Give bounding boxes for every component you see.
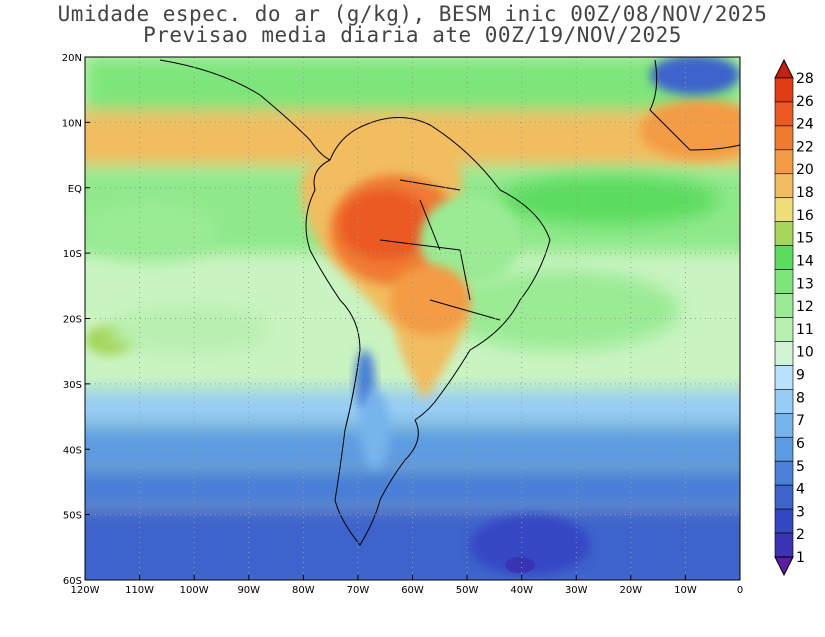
colorbar-label: 16	[796, 208, 814, 224]
colorbar-label: 7	[796, 413, 805, 429]
colorbar-label: 15	[796, 231, 814, 247]
colorbar-segment	[774, 125, 794, 151]
lon-label: 30W	[565, 585, 588, 596]
colorbar-label: 3	[796, 504, 805, 520]
colorbar-label: 6	[796, 436, 805, 452]
colorbar-label: 22	[796, 139, 814, 155]
colorbar-segment	[774, 149, 794, 175]
colorbar-segment	[774, 460, 794, 486]
colorbar-segment	[774, 173, 794, 199]
coastlines	[159, 59, 740, 546]
lon-label: 100W	[180, 585, 209, 596]
title-line-2: Previsao media diaria ate 00Z/19/NOV/202…	[143, 23, 682, 47]
colorbar-label: 20	[796, 162, 814, 178]
colorbar-label: 9	[796, 368, 805, 384]
lon-label: 0	[737, 585, 743, 596]
lat-label: 50S	[63, 511, 82, 522]
colorbar-label: 11	[796, 322, 814, 338]
lat-label: 10N	[62, 118, 82, 129]
colorbar-label: 8	[796, 390, 805, 406]
lat-label: 20N	[62, 53, 82, 64]
lon-label: 90W	[237, 585, 260, 596]
lat-label: 60S	[63, 576, 82, 587]
colorbar-label: 18	[796, 185, 814, 201]
colorbar-segment	[774, 317, 794, 342]
colorbar-label: 5	[796, 459, 805, 475]
lon-label: 20W	[620, 585, 643, 596]
lat-label: 40S	[63, 445, 82, 456]
colorbar-label: 24	[796, 117, 814, 133]
colorbar-segment	[774, 389, 794, 414]
colorbar-label: 28	[796, 71, 814, 87]
colorbar-label: 10	[796, 345, 814, 361]
colorbar-label: 14	[796, 253, 814, 269]
lat-label: 20S	[63, 315, 82, 326]
longitude-labels: 120W 110W 100W 90W 80W 70W 60W 50W 40W 30W 20W 10W 0	[71, 575, 743, 596]
colorbar-segment	[774, 269, 794, 294]
lon-label: 10W	[674, 585, 697, 596]
colorbar-segment	[774, 293, 794, 318]
colorbar-label: 13	[796, 276, 814, 292]
colorbar-segment	[774, 484, 794, 510]
colorbar-segment	[774, 365, 794, 390]
colorbar-segment	[774, 101, 794, 127]
title-line-1: Umidade espec. do ar (g/kg), BESM inic 0…	[57, 2, 768, 26]
map-field	[85, 57, 740, 580]
lon-label: 70W	[347, 585, 370, 596]
colorbar-label: 4	[796, 482, 805, 498]
colorbar-segment	[774, 436, 794, 462]
colorbar-label: 2	[796, 527, 805, 543]
lon-label: 50W	[456, 585, 479, 596]
colorbar-segment	[774, 197, 794, 223]
colorbar-segment	[774, 532, 794, 558]
colorbar-segment	[774, 221, 794, 246]
lon-label: 120W	[71, 585, 100, 596]
lon-label: 60W	[401, 585, 424, 596]
colorbar-label: 26	[796, 94, 814, 110]
lon-label: 110W	[125, 585, 154, 596]
latitude-labels: 20N 10N EQ 10S 20S 30S 40S 50S 60S	[62, 53, 90, 587]
colorbar-label: 1	[796, 550, 805, 566]
colorbar-segment	[774, 77, 794, 103]
lat-label: 30S	[63, 380, 82, 391]
colorbar-segment	[774, 341, 794, 366]
lat-label: 10S	[63, 249, 82, 260]
grid-lines	[85, 57, 740, 580]
colorbar-label: 12	[796, 299, 814, 315]
colorbar-top-triangle	[774, 58, 794, 79]
colorbar-segment	[774, 245, 794, 270]
lon-label: 80W	[292, 585, 315, 596]
lat-label: EQ	[68, 184, 82, 195]
colorbar-bottom-triangle	[774, 556, 794, 577]
colorbar-segment	[774, 412, 794, 438]
colorbar-segment	[774, 508, 794, 534]
lon-label: 40W	[510, 585, 533, 596]
